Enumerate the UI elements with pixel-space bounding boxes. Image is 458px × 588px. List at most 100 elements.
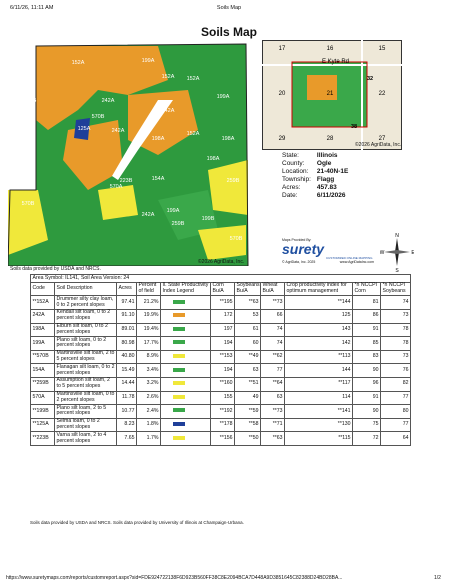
legend-swatch xyxy=(172,299,185,304)
wheat: **73 xyxy=(260,295,285,310)
info-label: County: xyxy=(282,160,305,167)
map-label: 199B xyxy=(202,216,215,222)
info-row: Acres: 457.83 xyxy=(282,184,354,192)
legend-cell xyxy=(160,390,211,406)
legend-swatch xyxy=(172,381,185,386)
legend-swatch xyxy=(172,353,185,358)
cpi: **144 xyxy=(284,295,353,310)
logo-provided: Maps Provided By: xyxy=(282,238,312,242)
report-title: Soils Map xyxy=(200,25,257,39)
locator-credit: ©2026 AgriData, Inc. xyxy=(355,142,402,148)
soil-table: Area Symbol: IL141, Soil Area Version: 2… xyxy=(29,274,412,446)
compass-n: N xyxy=(395,233,399,239)
cpi: 143 xyxy=(284,322,353,338)
info-row: Location: 21-40N-1E xyxy=(282,168,354,176)
map-label: 223B xyxy=(120,178,133,184)
cpi: **115 xyxy=(284,431,353,446)
nccpi-soybeans: 73 xyxy=(379,349,412,365)
nccpi-corn: 86 xyxy=(352,308,381,324)
map-label: 570A xyxy=(110,184,123,190)
code: **199B xyxy=(30,404,55,419)
soil-row: **152A Drummer silty clay loam, 0 to 2 pe… xyxy=(30,295,412,310)
cpi: **141 xyxy=(284,404,353,419)
legend-cell xyxy=(160,431,211,446)
percent: 17.7% xyxy=(136,336,161,351)
map-label: 570B xyxy=(92,114,105,120)
column-header: Acres xyxy=(116,281,137,297)
wheat: 74 xyxy=(260,336,285,351)
map-label: 125A xyxy=(78,126,91,132)
legend-cell xyxy=(160,322,211,338)
acres: 97.41 xyxy=(116,295,137,310)
description: Plano silt loam, 2 to 5 percent slopes xyxy=(54,404,117,419)
column-header: Soil Description xyxy=(54,281,117,297)
map-credit: ©2026 AgriData, Inc. xyxy=(198,259,245,265)
section-number: 15 xyxy=(379,46,386,52)
map-label: 242A xyxy=(112,128,125,134)
map-label: 242A xyxy=(142,212,155,218)
soil-row: 199A Plano silt loam, 0 to 2 percent slop… xyxy=(30,336,412,351)
nccpi-soybeans: 82 xyxy=(379,376,412,392)
legend-swatch xyxy=(172,408,185,413)
locator-map: 17 16 15 20 21 22 29 28 27 E Kyte Rd 32 38 xyxy=(262,40,402,150)
map-label: 154A xyxy=(152,176,165,182)
nccpi-soybeans: 80 xyxy=(379,404,412,419)
soybeans: **59 xyxy=(234,404,261,419)
soil-row: 154A Flanagan silt loam, 0 to 2 percent s… xyxy=(30,363,412,378)
code: 199A xyxy=(30,336,55,351)
info-row: County: Ogle xyxy=(282,160,354,168)
section-number: 16 xyxy=(327,46,334,52)
code: 242A xyxy=(30,308,55,324)
acres: 11.78 xyxy=(116,390,137,406)
percent: 2.4% xyxy=(136,404,161,419)
cpi: 142 xyxy=(284,336,353,351)
nccpi-soybeans: 78 xyxy=(379,322,412,338)
soybeans: 53 xyxy=(234,308,261,324)
nccpi-corn: 90 xyxy=(352,404,381,419)
column-header: *n NCCPI Corn xyxy=(352,281,381,297)
percent: 3.4% xyxy=(136,363,161,378)
legend-cell xyxy=(160,376,211,392)
soil-row: **259B Assumption silt loam, 2 to 5 perce… xyxy=(30,376,412,392)
section-number: 17 xyxy=(279,46,286,52)
description: Martinsville silt loam, 0 to 2 percent s… xyxy=(54,390,117,406)
code: **152A xyxy=(30,295,55,310)
soybeans: 63 xyxy=(234,363,261,378)
cpi: **130 xyxy=(284,417,353,433)
route-shield: 38 xyxy=(351,124,357,130)
info-row: Date: 6/11/2026 xyxy=(282,192,354,200)
compass-e: E xyxy=(411,250,414,256)
legend-swatch xyxy=(172,394,185,399)
map-label: 570B xyxy=(230,236,243,242)
column-header: Crop productivity index for optimum mana… xyxy=(284,281,353,297)
info-value: Flagg xyxy=(316,176,335,183)
corn: 172 xyxy=(210,308,235,324)
soil-row: **125A Selma loam, 0 to 2 percent slopes 8… xyxy=(30,417,412,433)
acres: 89.01 xyxy=(116,322,137,338)
info-row: Township: Flagg xyxy=(282,176,354,184)
nccpi-corn: 83 xyxy=(352,349,381,365)
wheat: 77 xyxy=(260,363,285,378)
nccpi-soybeans: 64 xyxy=(379,431,412,446)
map-label: 152A xyxy=(162,74,175,80)
soil-row: 198A Elburn silt loam, 0 to 2 percent slo… xyxy=(30,322,412,338)
info-value: Illinois xyxy=(316,152,338,159)
map-label: 259B xyxy=(227,178,240,184)
description: Drummer silty clay loam, 0 to 2 percent … xyxy=(54,295,117,310)
column-header: Percent of field xyxy=(136,281,161,297)
footer-note: Soils data provided by USDA and NRCS. So… xyxy=(30,520,244,525)
info-label: State: xyxy=(282,152,299,159)
column-header: Code xyxy=(30,281,55,297)
soil-row: **223B Varna silt loam, 2 to 4 percent sl… xyxy=(30,431,412,446)
legend-swatch xyxy=(172,313,185,318)
soybeans: **51 xyxy=(234,376,261,392)
nccpi-corn: 91 xyxy=(352,322,381,338)
nccpi-corn: 75 xyxy=(352,417,381,433)
wheat: 63 xyxy=(260,390,285,406)
corn: **195 xyxy=(210,295,235,310)
corn: **192 xyxy=(210,404,235,419)
map-label: 198A xyxy=(207,156,220,162)
soybeans: 61 xyxy=(234,322,261,338)
percent: 19.9% xyxy=(136,308,161,324)
legend-cell xyxy=(160,336,211,351)
